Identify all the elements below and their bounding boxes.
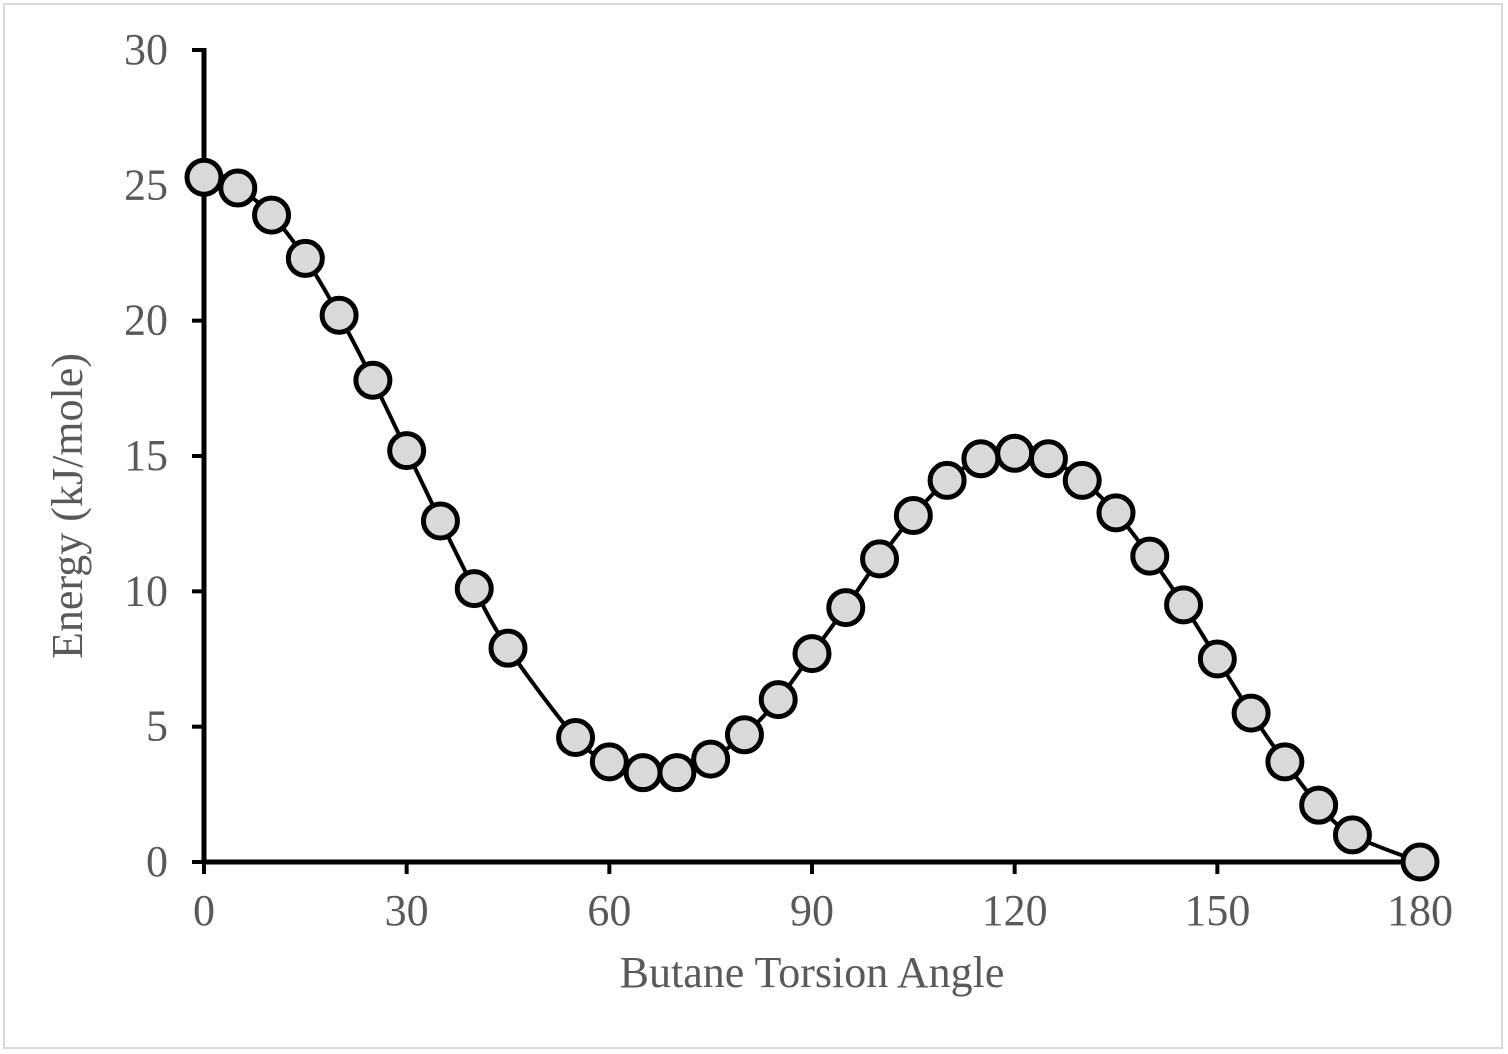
ticks: 0 5 10 15 20 25 30 0 30 60 90 120 150 180	[124, 25, 1453, 935]
x-tick-label: 120	[982, 886, 1048, 935]
data-point	[623, 753, 663, 793]
x-tick-label: 150	[1184, 886, 1250, 935]
data-point	[826, 588, 866, 628]
data-point	[285, 238, 325, 278]
y-tick-label: 30	[124, 25, 168, 74]
data-point	[1096, 493, 1136, 533]
series-line	[203, 175, 1421, 864]
data-point	[691, 739, 731, 779]
data-point	[1062, 460, 1102, 500]
data-point	[1028, 439, 1068, 479]
data-point	[1231, 693, 1271, 733]
y-tick-label: 5	[146, 702, 168, 751]
data-point	[961, 439, 1001, 479]
data-point	[218, 168, 258, 208]
data-point	[758, 680, 798, 720]
data-point	[657, 753, 697, 793]
data-point	[420, 501, 460, 541]
data-point	[927, 460, 967, 500]
y-tick-label: 15	[124, 431, 168, 480]
x-tick-label: 90	[790, 886, 834, 935]
y-tick-label: 10	[124, 566, 168, 615]
data-point	[454, 569, 494, 609]
data-point	[1299, 785, 1339, 825]
data-point	[1197, 639, 1237, 679]
data-point	[319, 295, 359, 335]
x-tick-label: 60	[587, 886, 631, 935]
y-tick-label: 20	[124, 296, 168, 345]
data-point	[589, 742, 629, 782]
data-points	[184, 157, 1440, 882]
data-point	[860, 539, 900, 579]
data-point	[893, 496, 933, 536]
data-point	[488, 628, 528, 668]
data-point	[1400, 842, 1440, 882]
data-point	[184, 157, 224, 197]
y-axis-title: Energy (kJ/mole)	[43, 353, 92, 659]
x-tick-label: 30	[385, 886, 429, 935]
data-point	[792, 634, 832, 674]
data-point	[353, 360, 393, 400]
data-point	[556, 717, 596, 757]
axes	[201, 48, 1422, 865]
data-point	[1164, 585, 1204, 625]
data-point	[724, 715, 764, 755]
series-line-group	[203, 175, 1421, 864]
y-tick-label: 25	[124, 160, 168, 209]
data-point	[252, 195, 292, 235]
x-tick-label: 180	[1387, 886, 1453, 935]
y-tick-label: 0	[146, 837, 168, 886]
data-point	[995, 433, 1035, 473]
x-tick-label: 0	[193, 886, 215, 935]
data-point	[1130, 536, 1170, 576]
data-point	[1265, 742, 1305, 782]
x-axis-title: Butane Torsion Angle	[620, 948, 1005, 997]
data-point	[1332, 815, 1372, 855]
data-point	[387, 431, 427, 471]
